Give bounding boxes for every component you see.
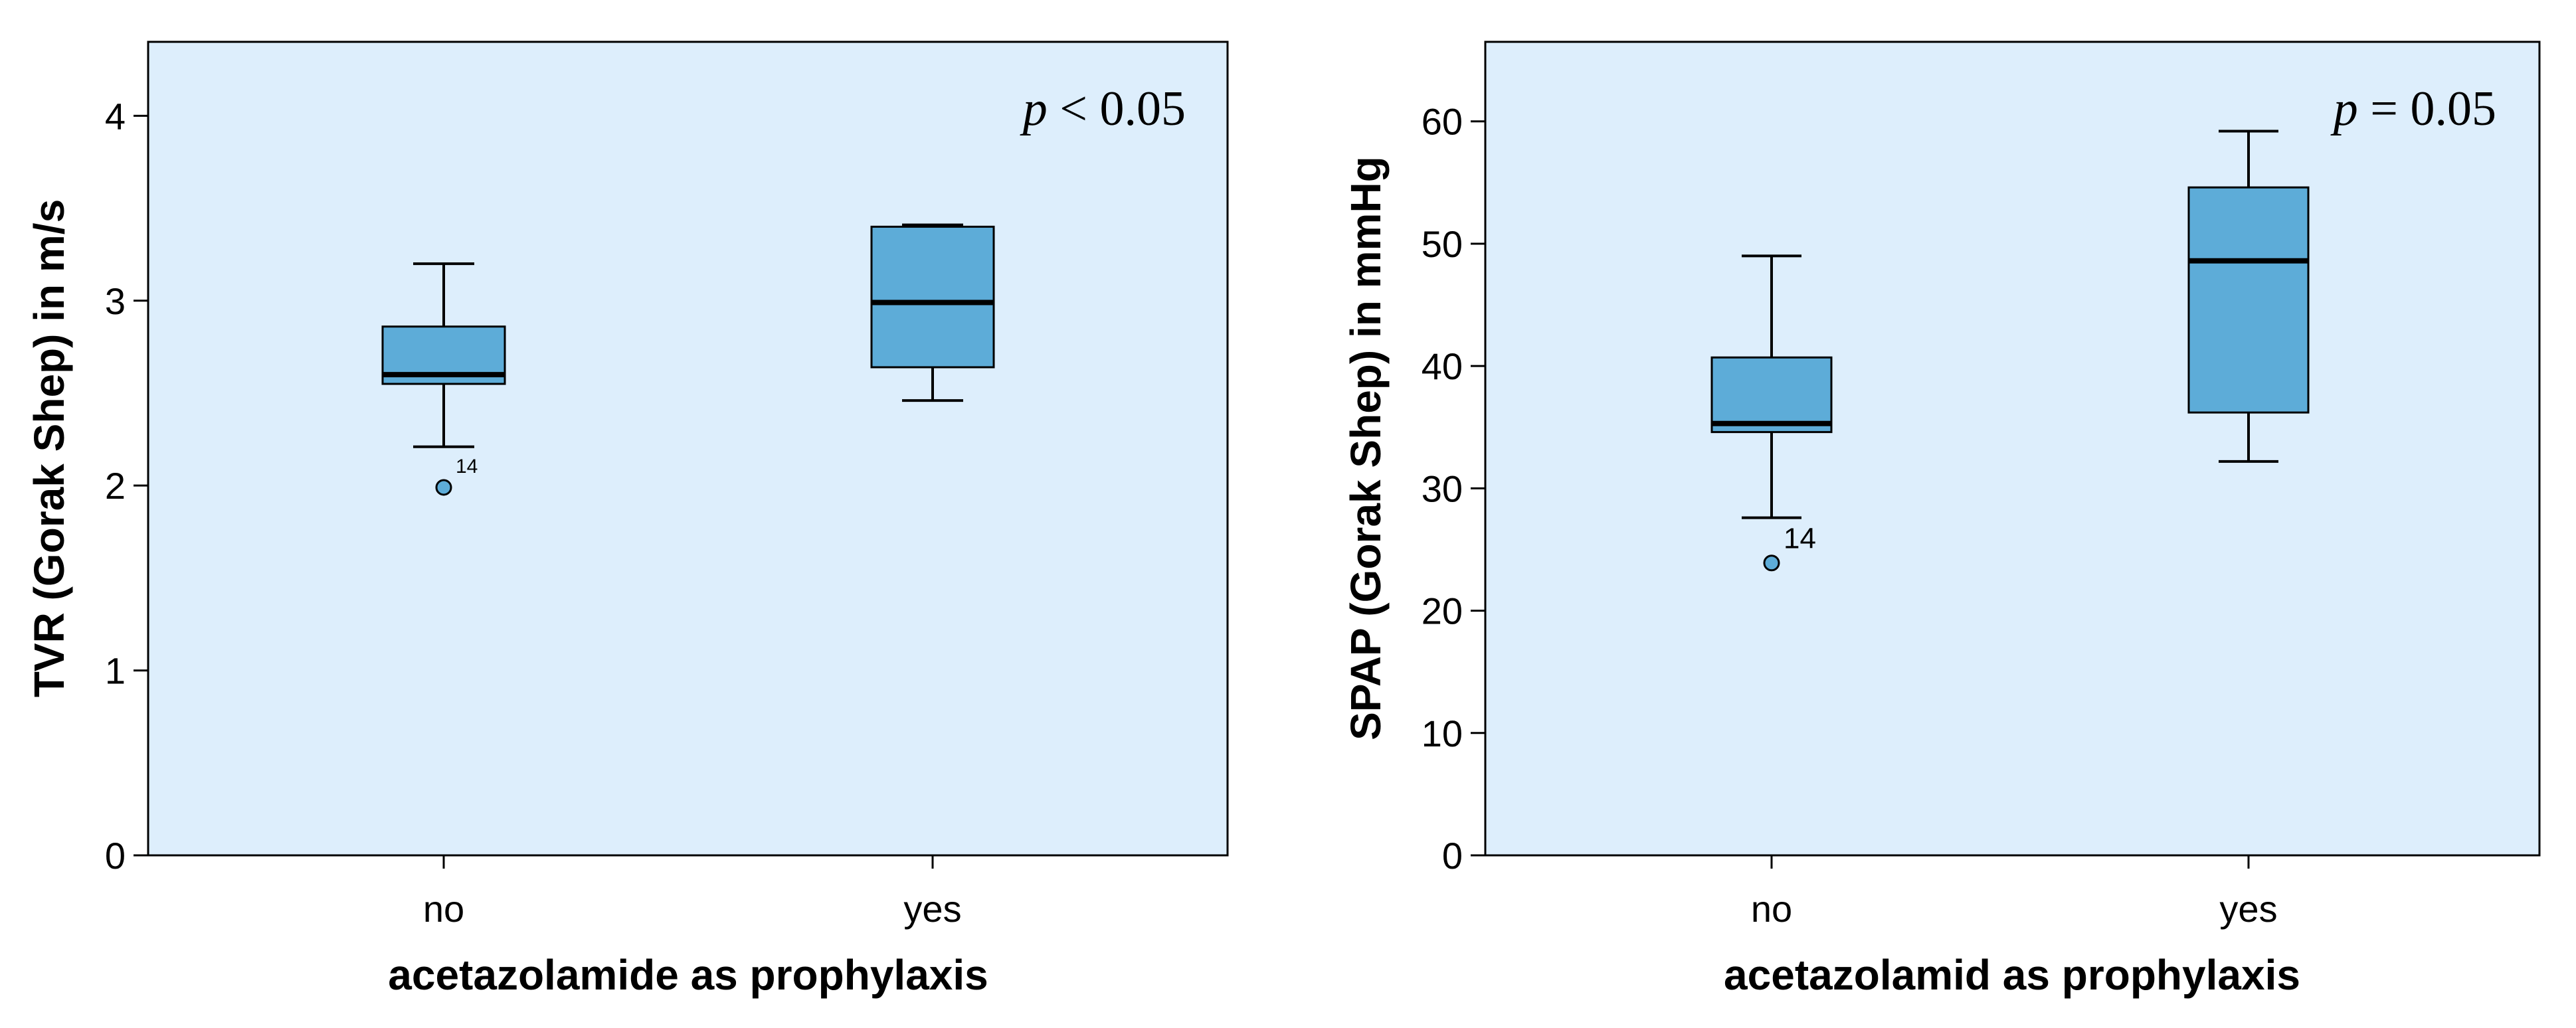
- right-x-axis-title: acetazolamid as prophylaxis: [1724, 951, 2300, 999]
- left-y-ticks: 0 1 2 3 4: [105, 95, 148, 877]
- right-y-axis-title: SPAP (Gorak Shep) in mmHg: [1342, 156, 1390, 740]
- right-y-tick-label: 40: [1422, 345, 1463, 387]
- left-boxes: 14: [381, 223, 995, 496]
- left-p-symbol: p: [1020, 82, 1048, 136]
- left-box-yes: [870, 223, 995, 402]
- right-x-tick-label-no: no: [1751, 888, 1792, 930]
- left-y-tick-label: 0: [105, 835, 126, 877]
- left-boxplot-panel: 0 1 2 3 4 no yes 14 TVR (Gorak Shep) in m/s a…: [25, 41, 1229, 999]
- left-outlier-label: 14: [456, 456, 478, 477]
- right-boxes: 14: [1710, 129, 2310, 572]
- left-y-tick-label: 2: [105, 465, 126, 507]
- right-p-value-text: = 0.05: [2358, 82, 2496, 136]
- left-x-axis-title: acetazolamide as prophylaxis: [388, 951, 988, 999]
- right-iqr-box: [1710, 356, 1833, 434]
- right-outlier-point: [1763, 555, 1780, 572]
- right-plot-area: [1484, 41, 2541, 857]
- left-iqr-box: [870, 225, 995, 369]
- left-y-tick-label: 1: [105, 650, 126, 692]
- right-y-tick-label: 60: [1422, 101, 1463, 143]
- right-x-tick-label-yes: yes: [2219, 888, 2277, 930]
- left-x-tick-label-no: no: [423, 888, 464, 930]
- right-y-ticks: 0 10 20 30 40 50 60: [1422, 101, 1485, 877]
- right-y-tick-label: 10: [1422, 713, 1463, 754]
- right-p-symbol: p: [2330, 82, 2358, 136]
- left-outlier-point: [435, 479, 452, 496]
- left-y-tick-label: 4: [105, 95, 126, 137]
- right-boxplot-panel: 0 10 20 30 40 50 60 no yes 14 SPAP (Gorak Shep)…: [1342, 41, 2541, 999]
- left-box-no: [381, 262, 506, 448]
- right-iqr-box: [2187, 186, 2310, 414]
- left-p-value-text: < 0.05: [1048, 82, 1186, 136]
- right-y-tick-label: 0: [1442, 835, 1463, 877]
- left-x-categories: no yes: [423, 855, 962, 930]
- right-box-no: [1710, 254, 1833, 519]
- right-outlier-label: 14: [1784, 523, 1816, 555]
- right-y-tick-label: 30: [1422, 468, 1463, 509]
- right-y-tick-label: 50: [1422, 223, 1463, 265]
- left-p-value-annotation: p < 0.05: [1020, 82, 1186, 136]
- left-x-tick-label-yes: yes: [903, 888, 961, 930]
- left-plot-area: [147, 41, 1229, 857]
- right-box-yes: [2187, 129, 2310, 463]
- left-y-tick-label: 3: [105, 280, 126, 322]
- right-p-value-annotation: p = 0.05: [2330, 82, 2496, 136]
- right-y-tick-label: 20: [1422, 590, 1463, 632]
- left-y-axis-title: TVR (Gorak Shep) in m/s: [25, 199, 73, 697]
- right-x-categories: no yes: [1751, 855, 2278, 930]
